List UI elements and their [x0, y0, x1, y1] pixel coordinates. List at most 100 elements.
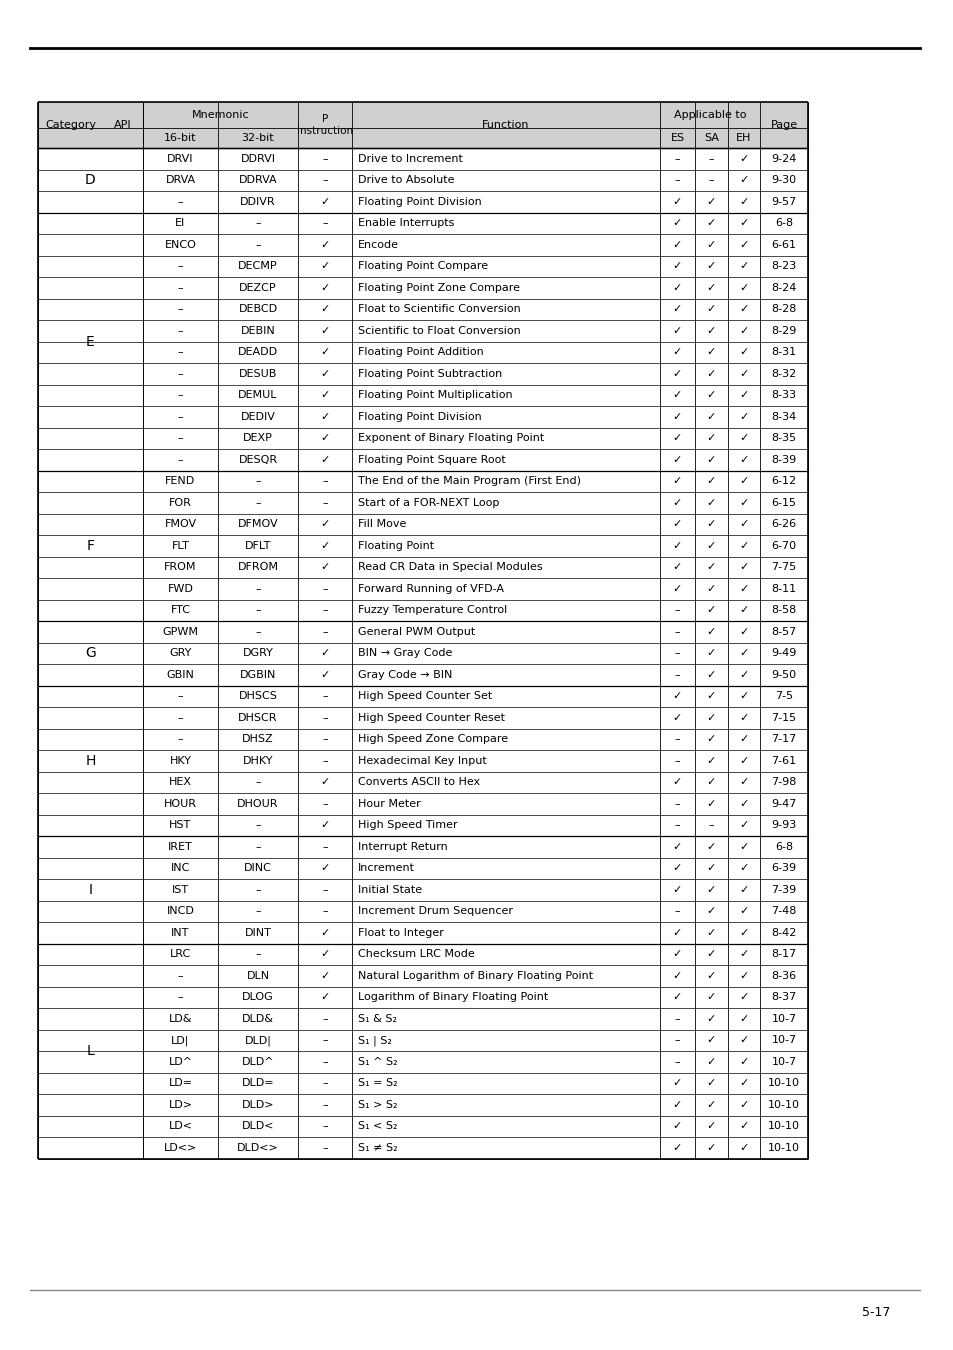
Text: ✓: ✓ — [739, 562, 748, 572]
Text: DFMOV: DFMOV — [237, 520, 278, 529]
Text: ✓: ✓ — [672, 197, 681, 207]
Text: 5-17: 5-17 — [861, 1305, 889, 1319]
Text: ✓: ✓ — [706, 1079, 716, 1088]
Text: –: – — [708, 821, 714, 830]
Text: ✓: ✓ — [739, 971, 748, 980]
Text: 7-75: 7-75 — [771, 562, 796, 572]
Text: ✓: ✓ — [706, 455, 716, 464]
Text: –: – — [322, 477, 328, 486]
Text: 8-34: 8-34 — [771, 412, 796, 421]
Text: Floating Point Subtraction: Floating Point Subtraction — [357, 369, 501, 379]
Text: –: – — [708, 176, 714, 185]
Text: –: – — [177, 412, 183, 421]
Text: DLOG: DLOG — [242, 992, 274, 1002]
Text: ✓: ✓ — [672, 455, 681, 464]
Text: Floating Point Division: Floating Point Division — [357, 412, 481, 421]
Text: –: – — [254, 626, 260, 637]
Text: Applicable to: Applicable to — [673, 109, 745, 120]
Text: 8-24: 8-24 — [771, 282, 796, 293]
Text: S₁ & S₂: S₁ & S₂ — [357, 1014, 396, 1023]
Text: ✓: ✓ — [706, 756, 716, 765]
Text: ✓: ✓ — [706, 325, 716, 336]
Text: D: D — [85, 173, 95, 188]
Text: ✓: ✓ — [739, 433, 748, 443]
Text: 10-10: 10-10 — [767, 1142, 800, 1153]
Text: DDRVI: DDRVI — [240, 154, 275, 163]
Text: –: – — [674, 648, 679, 659]
Text: HOUR: HOUR — [164, 799, 196, 809]
Text: DRVI: DRVI — [167, 154, 193, 163]
Text: S₁ > S₂: S₁ > S₂ — [357, 1100, 397, 1110]
Text: 6-39: 6-39 — [771, 863, 796, 873]
Text: –: – — [177, 197, 183, 207]
Text: LD&: LD& — [169, 1014, 193, 1023]
Text: –: – — [254, 219, 260, 228]
Text: ✓: ✓ — [672, 219, 681, 228]
Text: –: – — [177, 304, 183, 315]
Text: ✓: ✓ — [320, 992, 330, 1002]
Text: ✓: ✓ — [739, 626, 748, 637]
Text: ✓: ✓ — [320, 520, 330, 529]
Text: ✓: ✓ — [672, 347, 681, 358]
Text: ✓: ✓ — [320, 369, 330, 379]
Text: Encode: Encode — [357, 240, 398, 250]
Text: High Speed Counter Set: High Speed Counter Set — [357, 691, 492, 701]
Text: ✓: ✓ — [706, 347, 716, 358]
Text: L: L — [87, 1044, 94, 1058]
Text: ✓: ✓ — [672, 282, 681, 293]
Text: ✓: ✓ — [739, 240, 748, 250]
Text: DECMP: DECMP — [238, 262, 277, 271]
Text: ✓: ✓ — [739, 648, 748, 659]
Text: ✓: ✓ — [320, 670, 330, 680]
Text: ✓: ✓ — [672, 583, 681, 594]
Text: –: – — [322, 1057, 328, 1066]
Text: Natural Logarithm of Binary Floating Point: Natural Logarithm of Binary Floating Poi… — [357, 971, 593, 980]
Text: DINT: DINT — [244, 927, 272, 938]
Text: –: – — [254, 498, 260, 508]
Text: IST: IST — [172, 884, 189, 895]
Text: Converts ASCII to Hex: Converts ASCII to Hex — [357, 778, 479, 787]
Text: –: – — [674, 1035, 679, 1045]
Text: H: H — [85, 753, 95, 768]
Text: ✓: ✓ — [739, 863, 748, 873]
Text: –: – — [322, 799, 328, 809]
Text: ✓: ✓ — [672, 713, 681, 722]
Text: 8-31: 8-31 — [771, 347, 796, 358]
Text: GBIN: GBIN — [167, 670, 194, 680]
Text: S₁ = S₂: S₁ = S₂ — [357, 1079, 397, 1088]
Text: 9-47: 9-47 — [771, 799, 796, 809]
Text: HEX: HEX — [169, 778, 192, 787]
Text: ✓: ✓ — [320, 325, 330, 336]
Text: ✓: ✓ — [672, 477, 681, 486]
Text: ✓: ✓ — [739, 927, 748, 938]
Text: DLD<>: DLD<> — [237, 1142, 278, 1153]
Text: DEBIN: DEBIN — [240, 325, 275, 336]
Text: 8-32: 8-32 — [771, 369, 796, 379]
Text: ✓: ✓ — [706, 1142, 716, 1153]
Text: ✓: ✓ — [706, 799, 716, 809]
Text: ✓: ✓ — [739, 390, 748, 400]
Text: 8-42: 8-42 — [771, 927, 796, 938]
Text: 6-70: 6-70 — [771, 541, 796, 551]
Text: –: – — [674, 154, 679, 163]
Text: 9-93: 9-93 — [771, 821, 796, 830]
Text: ✓: ✓ — [706, 670, 716, 680]
Text: ✓: ✓ — [320, 262, 330, 271]
Text: ✓: ✓ — [320, 949, 330, 960]
Text: Floating Point Compare: Floating Point Compare — [357, 262, 488, 271]
Text: DLN: DLN — [246, 971, 270, 980]
Text: 10-7: 10-7 — [771, 1057, 796, 1066]
Text: –: – — [708, 154, 714, 163]
Text: ✓: ✓ — [672, 884, 681, 895]
Text: ✓: ✓ — [739, 176, 748, 185]
Text: DLD^: DLD^ — [241, 1057, 274, 1066]
Text: ✓: ✓ — [739, 369, 748, 379]
Text: FLT: FLT — [172, 541, 190, 551]
Text: ✓: ✓ — [706, 282, 716, 293]
Text: Exponent of Binary Floating Point: Exponent of Binary Floating Point — [357, 433, 543, 443]
Text: ✓: ✓ — [672, 863, 681, 873]
Text: –: – — [322, 1035, 328, 1045]
Text: ✓: ✓ — [706, 971, 716, 980]
Text: Page: Page — [770, 120, 797, 130]
Text: LRC: LRC — [170, 949, 191, 960]
